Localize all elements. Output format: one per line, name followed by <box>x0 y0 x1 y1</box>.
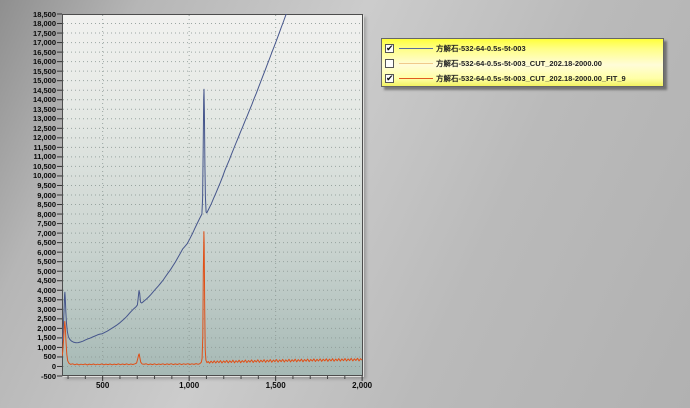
x-tick-label: 1,500 <box>265 381 286 390</box>
y-tick-label: 16,500 <box>33 47 56 57</box>
y-tick-label: 14,000 <box>33 95 56 105</box>
y-tick-label: 12,500 <box>33 123 56 133</box>
legend-line-sample <box>399 63 433 64</box>
x-tick-label: 500 <box>95 381 110 390</box>
y-tick-label: 5,000 <box>37 266 56 276</box>
y-tick-label: 500 <box>43 352 56 362</box>
y-tick-label: 17,000 <box>33 38 56 48</box>
y-tick-label: 18,500 <box>33 9 56 19</box>
y-tick-label: 11,500 <box>33 142 56 152</box>
y-tick-label: 12,000 <box>33 133 56 143</box>
y-tick-label: 0 <box>51 361 56 371</box>
legend-checkbox-unchecked[interactable] <box>385 59 394 68</box>
x-tick-label: 2,000 <box>352 381 373 390</box>
y-tick-label: 1,000 <box>37 342 56 352</box>
y-tick-label: 3,000 <box>37 304 56 314</box>
y-tick-label: 1,500 <box>37 333 56 343</box>
y-tick-label: 9,500 <box>37 180 56 190</box>
legend-item[interactable]: 方解石-532-64-0.5s-5t-003_CUT_202.18-2000.0… <box>382 56 663 71</box>
y-tick-label: 18,000 <box>33 19 56 29</box>
legend-label: 方解石-532-64-0.5s-5t-003 <box>436 44 526 53</box>
x-tick-label: 1,000 <box>179 381 200 390</box>
legend-item[interactable]: ✔ 方解石-532-64-0.5s-5t-003 <box>382 41 663 56</box>
y-tick-label: 15,000 <box>33 76 56 86</box>
y-tick-label: 4,000 <box>37 285 56 295</box>
y-tick-label: 6,500 <box>37 238 56 248</box>
y-tick-label: 16,000 <box>33 57 56 67</box>
legend-checkbox-checked[interactable]: ✔ <box>385 43 394 53</box>
y-tick-label: 9,000 <box>37 190 56 200</box>
y-tick-label: 7,500 <box>37 219 56 229</box>
y-tick-label: 14,500 <box>33 85 56 95</box>
legend-checkbox-checked[interactable]: ✔ <box>385 73 394 83</box>
y-tick-label: 3,500 <box>37 295 56 305</box>
y-tick-label: -500 <box>40 371 56 381</box>
y-tick-label: 11,000 <box>33 152 56 162</box>
y-tick-label: 4,500 <box>37 276 56 286</box>
y-tick-label: 5,500 <box>37 257 56 267</box>
legend-label: 方解石-532-64-0.5s-5t-003_CUT_202.18-2000.0… <box>436 74 626 83</box>
legend-box[interactable]: ✔ 方解石-532-64-0.5s-5t-003 方解石-532-64-0.5s-5… <box>381 38 664 87</box>
y-tick-label: 2,500 <box>37 314 56 324</box>
y-tick-label: 13,500 <box>33 104 56 114</box>
y-tick-label: 13,000 <box>33 114 56 124</box>
y-tick-label: 15,500 <box>33 66 56 76</box>
legend-item[interactable]: ✔ 方解石-532-64-0.5s-5t-003_CUT_202.18-2000.… <box>382 71 663 86</box>
y-tick-label: 8,500 <box>37 200 56 210</box>
y-tick-label: 10,500 <box>33 161 56 171</box>
legend-label: 方解石-532-64-0.5s-5t-003_CUT_202.18-2000.0… <box>436 59 602 68</box>
y-tick-label: 17,500 <box>33 28 56 38</box>
y-tick-label: 6,000 <box>37 247 56 257</box>
y-tick-label: 10,000 <box>33 171 56 181</box>
legend-line-sample <box>399 48 433 49</box>
y-tick-label: 8,000 <box>37 209 56 219</box>
y-tick-label: 7,000 <box>37 228 56 238</box>
legend-line-sample <box>399 78 433 79</box>
y-tick-label: 2,000 <box>37 323 56 333</box>
plot-area[interactable] <box>62 14 363 376</box>
